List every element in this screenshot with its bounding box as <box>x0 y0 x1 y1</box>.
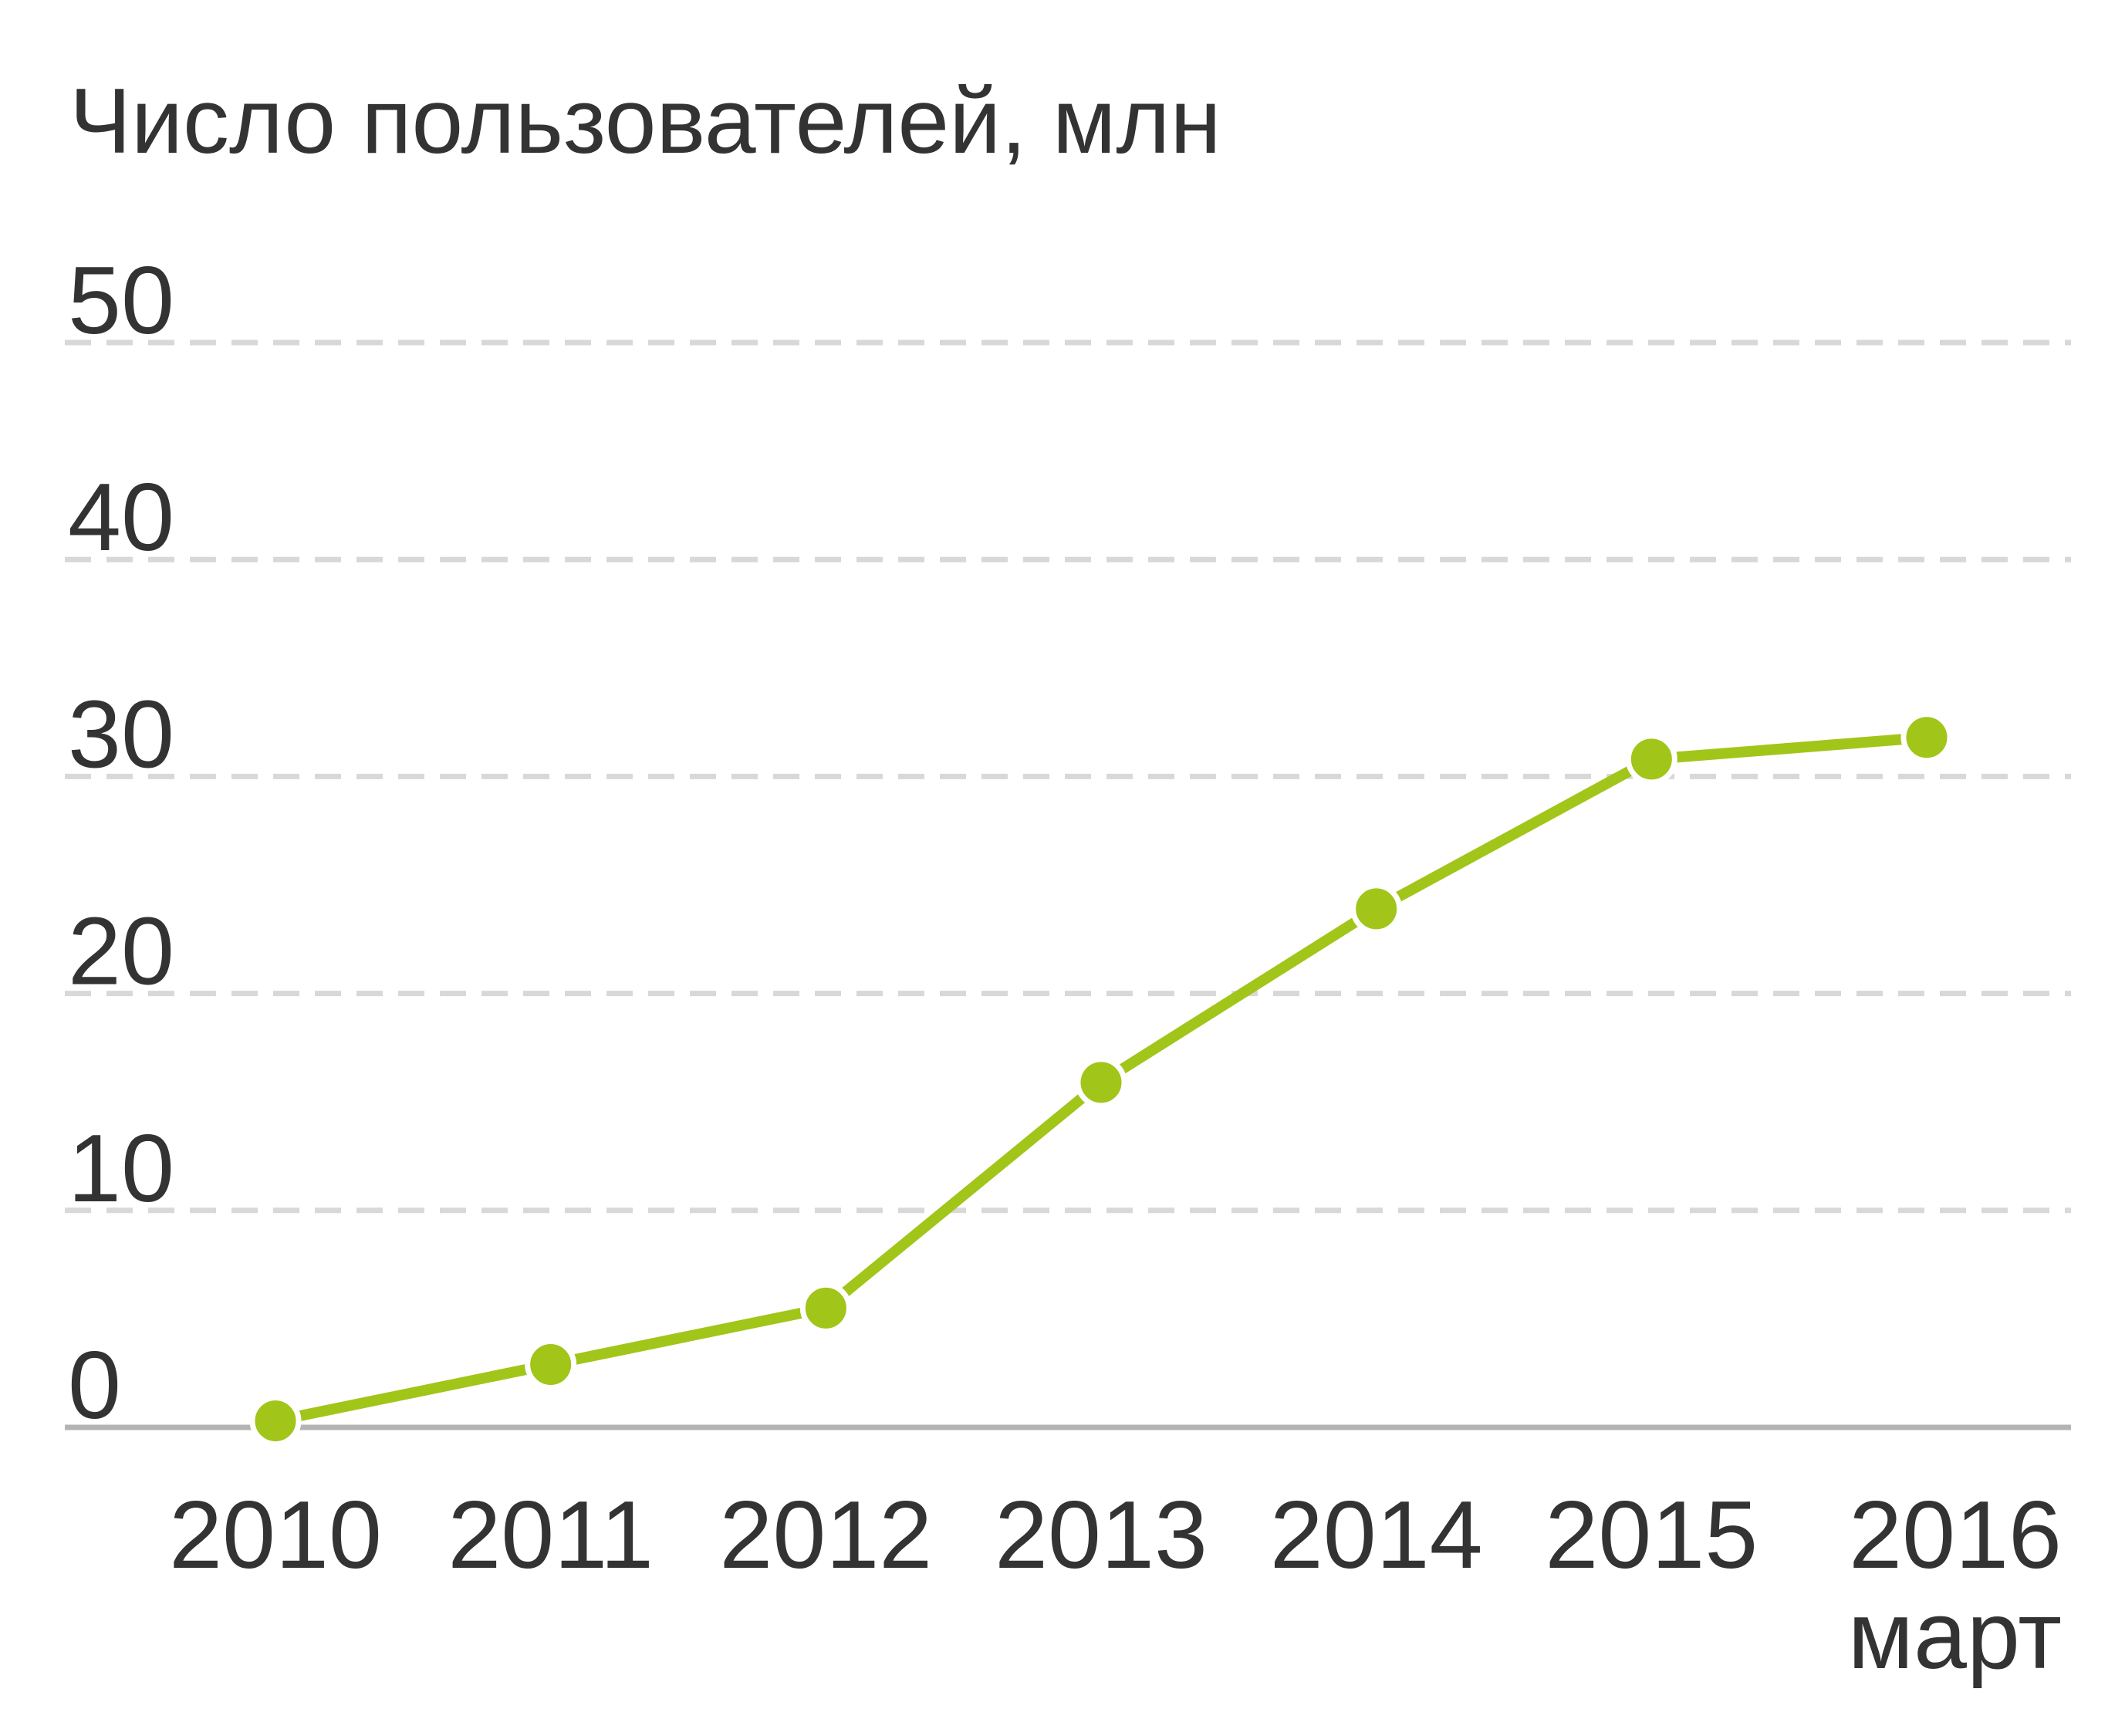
y-tick-label: 40 <box>68 464 174 571</box>
data-point <box>249 1395 302 1447</box>
chart-title: Число пользователей, млн <box>69 69 1221 173</box>
x-tick-label: 2013 <box>995 1482 1208 1589</box>
data-point <box>799 1282 852 1334</box>
x-tick-label: 2015 <box>1545 1482 1758 1589</box>
x-tick-label: 2016 <box>1849 1482 2062 1589</box>
x-tick-label: 2014 <box>1270 1482 1483 1589</box>
data-point <box>1350 883 1403 935</box>
data-point <box>1625 733 1677 785</box>
y-axis-ticks: 0 10 20 30 40 50 <box>68 248 174 1439</box>
y-tick-label: 30 <box>68 681 174 788</box>
y-tick-label: 10 <box>68 1116 174 1222</box>
data-point <box>1900 711 1953 764</box>
data-point <box>1075 1056 1127 1109</box>
x-tick-sublabel: март <box>1848 1582 2062 1689</box>
data-points <box>249 711 1953 1447</box>
y-tick-label: 50 <box>68 248 174 354</box>
data-point <box>525 1338 577 1390</box>
x-tick-label: 2012 <box>719 1482 932 1589</box>
x-tick-label: 2010 <box>169 1482 382 1589</box>
y-tick-label: 0 <box>68 1332 121 1439</box>
x-tick-label: 2011 <box>448 1482 654 1589</box>
gridlines <box>65 339 2071 1214</box>
y-tick-label: 20 <box>68 899 174 1005</box>
